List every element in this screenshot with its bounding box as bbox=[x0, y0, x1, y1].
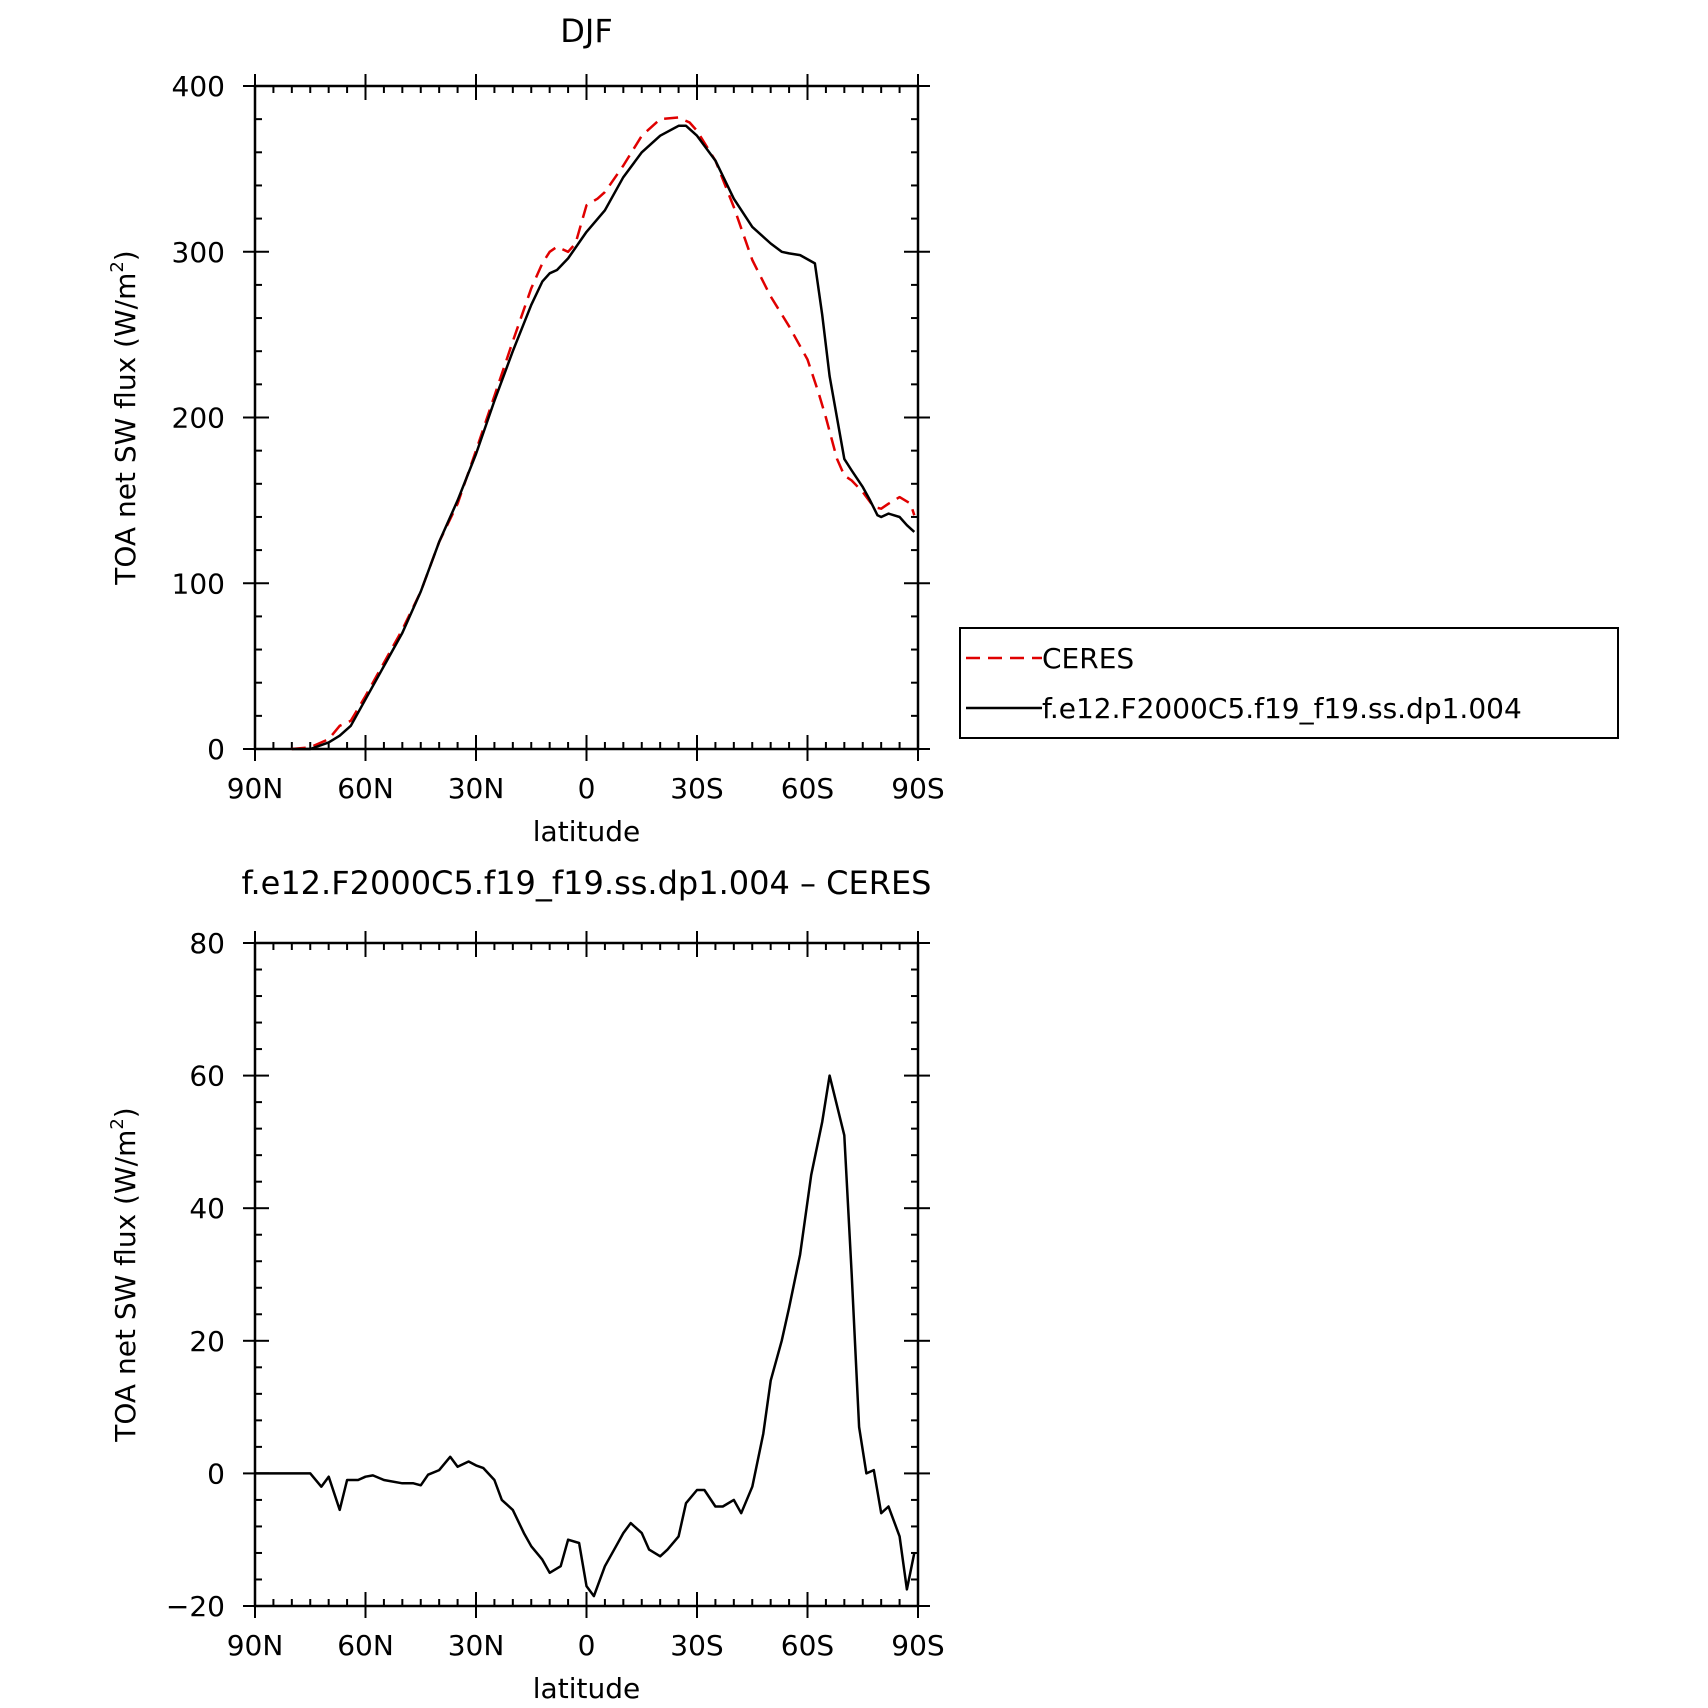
x-tick-label: 30S bbox=[670, 1629, 723, 1662]
series-line-1 bbox=[291, 124, 916, 751]
x-axis-title: latitude bbox=[533, 1672, 640, 1705]
y-axis-title-main: TOA net SW flux (W/m bbox=[109, 1130, 142, 1443]
x-tick-label: 0 bbox=[578, 1629, 596, 1662]
plot-frame bbox=[253, 84, 920, 751]
x-tick-label: 30S bbox=[670, 772, 723, 805]
y-axis-title-sup: 2 bbox=[107, 1118, 128, 1129]
y-axis-title-close: ) bbox=[109, 1107, 142, 1118]
y-tick-label: 80 bbox=[189, 927, 225, 960]
bottom-plot-difference: f.e12.F2000C5.f19_f19.ss.dp1.004 – CERES… bbox=[107, 864, 945, 1705]
x-tick-label: 90N bbox=[227, 1629, 284, 1662]
legend: CERES f.e12.F2000C5.f19_f19.ss.dp1.004 bbox=[959, 627, 1619, 739]
y-tick-label: 20 bbox=[189, 1325, 225, 1358]
x-tick-label: 30N bbox=[448, 772, 505, 805]
y-axis-title-main: TOA net SW flux (W/m bbox=[109, 273, 142, 586]
y-axis-title-close: ) bbox=[109, 250, 142, 261]
x-tick-label: 90S bbox=[891, 772, 944, 805]
x-tick-label: 90S bbox=[891, 1629, 944, 1662]
y-tick-label: 40 bbox=[189, 1192, 225, 1225]
y-tick-label: 200 bbox=[172, 402, 225, 435]
y-tick-label: 300 bbox=[172, 236, 225, 269]
y-tick-label: 100 bbox=[172, 567, 225, 600]
x-tick-label: 60N bbox=[337, 1629, 394, 1662]
legend-label: CERES bbox=[1042, 642, 1134, 675]
legend-box bbox=[959, 627, 1619, 739]
x-tick-label: 60S bbox=[781, 772, 834, 805]
x-tick-label: 30N bbox=[448, 1629, 505, 1662]
x-tick-label: 60N bbox=[337, 772, 394, 805]
plot-title: DJF bbox=[560, 12, 612, 50]
y-tick-label: 60 bbox=[189, 1060, 225, 1093]
y-tick-label: 400 bbox=[172, 70, 225, 103]
plot-frame bbox=[253, 941, 920, 1608]
x-tick-label: 90N bbox=[227, 772, 284, 805]
y-axis-title-sup: 2 bbox=[107, 261, 128, 272]
series-line-0 bbox=[255, 1074, 916, 1598]
y-tick-label: 0 bbox=[207, 733, 225, 766]
x-tick-label: 0 bbox=[578, 772, 596, 805]
y-axis-title: TOA net SW flux (W/m2) bbox=[107, 1107, 142, 1442]
x-axis-title: latitude bbox=[533, 815, 640, 848]
plot-title: f.e12.F2000C5.f19_f19.ss.dp1.004 – CERES bbox=[242, 864, 932, 902]
y-tick-label: −20 bbox=[166, 1590, 225, 1623]
y-tick-label: 0 bbox=[207, 1457, 225, 1490]
x-tick-label: 60S bbox=[781, 1629, 834, 1662]
legend-label: f.e12.F2000C5.f19_f19.ss.dp1.004 bbox=[1042, 692, 1522, 725]
y-axis-title: TOA net SW flux (W/m2) bbox=[107, 250, 142, 585]
top-plot-djf: DJF 90N 60N 30N 0 30S 60S 90S 0 100 200 300 400 latit… bbox=[107, 12, 1619, 848]
